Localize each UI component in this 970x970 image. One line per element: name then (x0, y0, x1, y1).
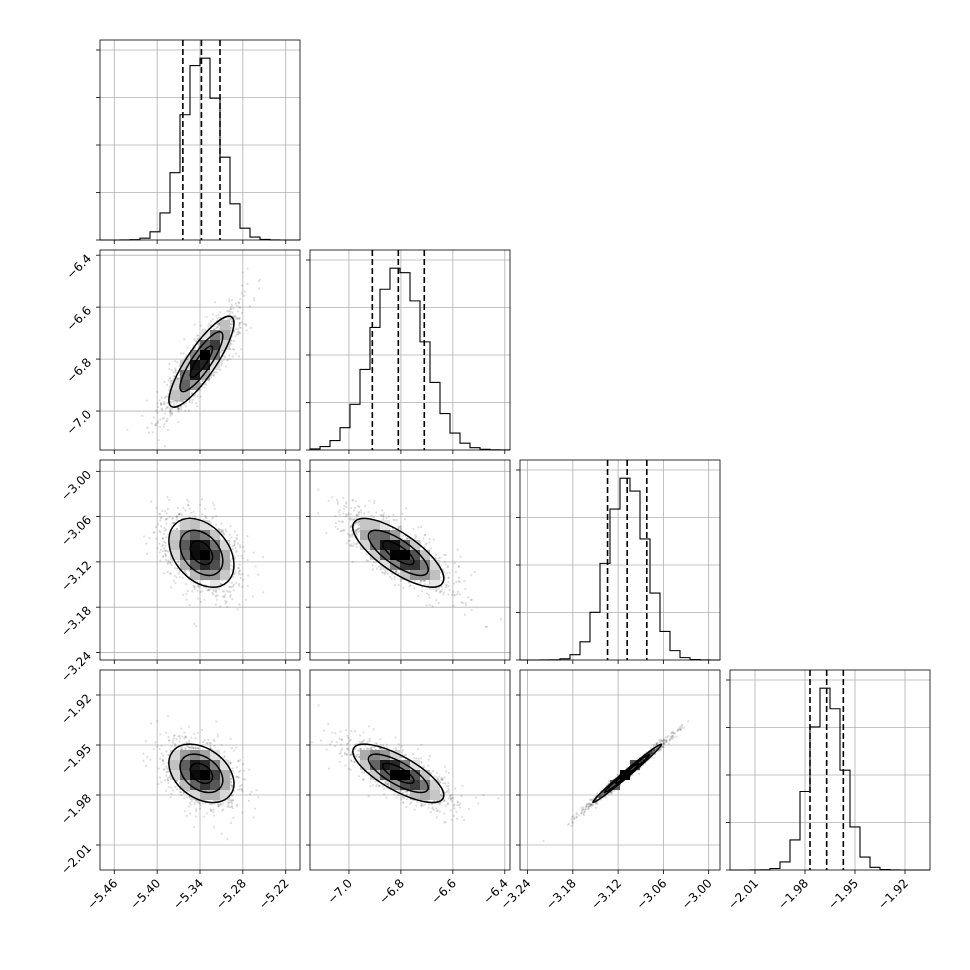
scatter-panel-1-0 (96, 249, 301, 454)
contour-1-0-0 (189, 345, 214, 379)
x-tick-label-1-2: −6.6 (428, 876, 459, 907)
y-tick-label-1-2: −6.6 (64, 303, 95, 334)
x-tick-label-2-3: −3.06 (634, 876, 670, 912)
contour-2-1-0 (381, 540, 415, 566)
x-tick-label-3-3: −1.92 (875, 876, 911, 912)
x-tick-label-3-0: −2.01 (725, 876, 761, 912)
histogram-panel-0 (96, 39, 301, 244)
histogram-step-3 (730, 687, 930, 871)
x-tick-label-2-1: −3.18 (543, 876, 579, 912)
contour-3-0-1 (179, 753, 224, 794)
contour-3-2-2 (592, 743, 663, 804)
contour-3-2-1 (603, 753, 651, 794)
y-tick-label-3-0: −2.01 (58, 841, 94, 877)
y-tick-label-1-1: −6.8 (64, 355, 95, 386)
x-tick-label-0-1: −5.40 (127, 876, 163, 912)
scatter-panel-3-0 (96, 669, 301, 874)
histogram-step-1 (309, 267, 511, 451)
x-tick-label-1-1: −6.8 (377, 876, 408, 907)
contour-1-0-2 (168, 315, 235, 408)
histogram-panel-3 (726, 669, 931, 874)
x-tick-label-0-2: −5.34 (170, 876, 206, 912)
y-tick-label-2-1: −3.18 (58, 603, 94, 639)
y-tick-label-3-3: −1.92 (58, 691, 94, 727)
y-tick-label-1-0: −7.0 (64, 407, 95, 438)
y-tick-label-2-2: −3.12 (58, 558, 94, 594)
x-tick-label-2-4: −3.00 (679, 876, 715, 912)
contour-3-1-2 (352, 743, 445, 804)
contour-3-1-1 (367, 753, 429, 794)
x-tick-label-3-2: −1.95 (825, 876, 861, 912)
contour-2-1-2 (352, 517, 445, 588)
contour-3-0-2 (168, 743, 235, 804)
x-tick-label-1-0: −7.0 (325, 876, 356, 907)
histogram-panel-2 (516, 459, 721, 664)
scatter-panel-3-1 (306, 669, 511, 874)
x-tick-label-0-3: −5.28 (213, 876, 249, 912)
contour-2-0-0 (189, 540, 214, 566)
x-tick-label-0-0: −5.46 (84, 876, 120, 912)
contour-2-1-1 (367, 529, 429, 577)
histogram-panel-1 (306, 249, 511, 454)
scatter-panel-2-1 (306, 459, 511, 664)
y-tick-label-3-1: −1.98 (58, 791, 94, 827)
scatter-panel-3-2 (516, 669, 721, 874)
y-tick-label-2-3: −3.06 (58, 513, 94, 549)
contour-2-0-1 (179, 529, 224, 577)
contour-3-1-0 (381, 762, 415, 785)
x-tick-label-3-1: −1.98 (775, 876, 811, 912)
histogram-step-2 (520, 477, 721, 661)
y-tick-label-2-4: −3.00 (58, 468, 94, 504)
y-tick-label-1-3: −6.4 (64, 251, 95, 282)
x-tick-label-2-2: −3.12 (588, 876, 624, 912)
contour-1-0-1 (179, 331, 224, 393)
y-tick-label-3-2: −1.95 (58, 741, 94, 777)
y-tick-label-2-0: −3.24 (58, 649, 94, 685)
scatter-panel-2-0 (96, 459, 301, 664)
contour-2-0-2 (168, 517, 235, 588)
x-tick-label-0-4: −5.22 (256, 876, 292, 912)
contour-3-0-0 (189, 762, 214, 785)
